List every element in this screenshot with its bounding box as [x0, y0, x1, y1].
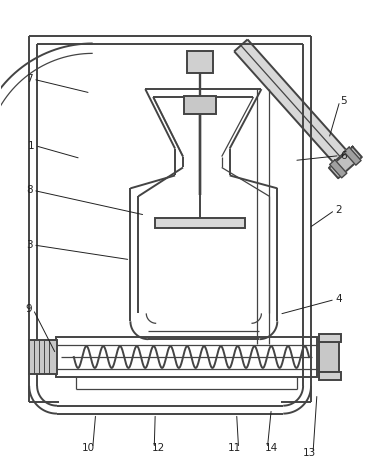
Bar: [187, 51, 213, 73]
Bar: [155, 218, 244, 228]
Text: 14: 14: [265, 444, 278, 453]
Text: 13: 13: [302, 448, 316, 458]
Bar: [319, 342, 339, 372]
Bar: [184, 96, 216, 114]
Polygon shape: [344, 147, 361, 165]
Text: 1: 1: [28, 141, 34, 150]
Text: 9: 9: [26, 304, 33, 314]
Text: 11: 11: [228, 444, 241, 453]
Text: 5: 5: [341, 96, 347, 106]
Text: 4: 4: [335, 294, 342, 305]
Text: 6: 6: [341, 150, 347, 161]
Text: 10: 10: [82, 444, 95, 453]
Bar: [29, 340, 57, 374]
Polygon shape: [234, 39, 347, 163]
Text: 8: 8: [26, 185, 33, 195]
Text: 12: 12: [152, 444, 165, 453]
Text: 2: 2: [335, 205, 342, 215]
Bar: [319, 334, 341, 342]
Polygon shape: [330, 160, 347, 178]
Text: 7: 7: [26, 74, 33, 84]
Text: 3: 3: [26, 240, 33, 250]
Polygon shape: [329, 147, 362, 178]
Bar: [319, 372, 341, 380]
Bar: [56, 337, 317, 377]
